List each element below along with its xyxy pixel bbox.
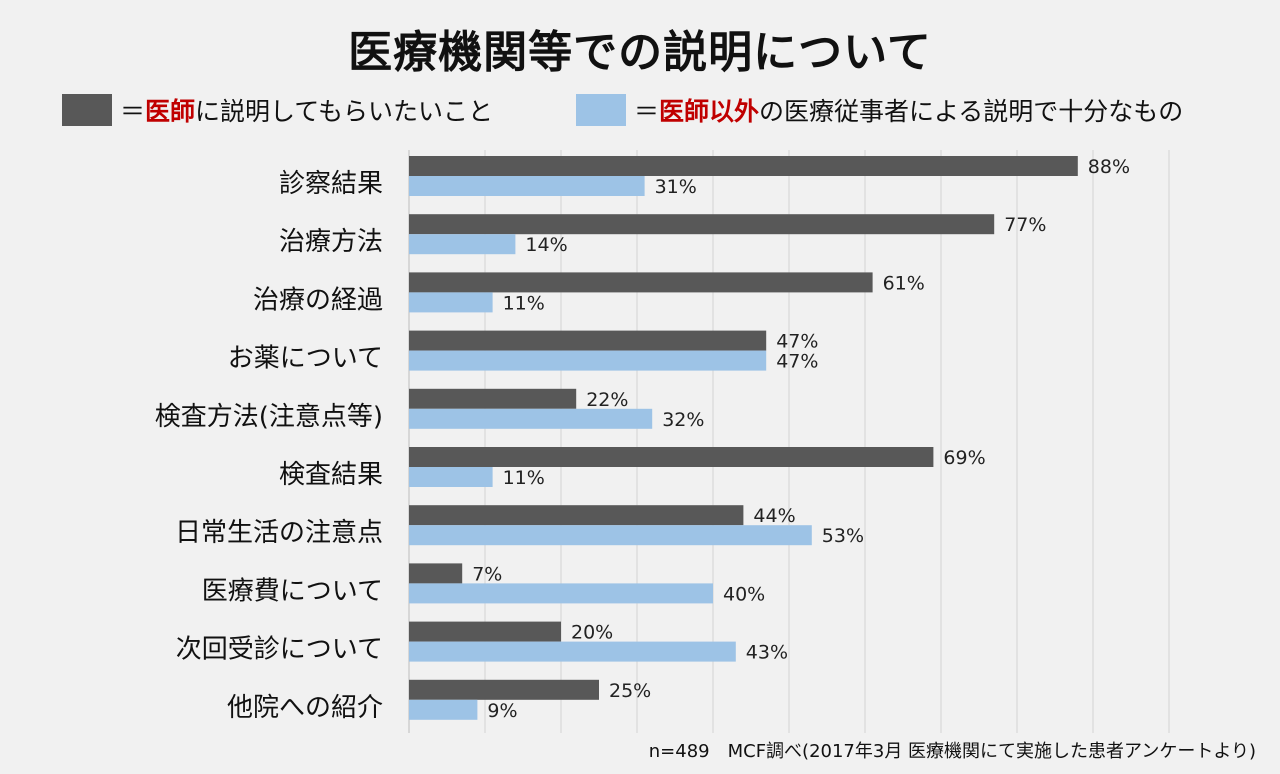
bar-other xyxy=(409,525,812,546)
bar-doctor xyxy=(409,621,561,642)
data-label: 20% xyxy=(571,622,613,644)
legend-other: ＝ 医師以外 の医療従事者による説明で十分なもの xyxy=(576,90,1183,130)
bar-other xyxy=(409,176,645,196)
bar-doctor xyxy=(409,505,744,526)
data-label: 11% xyxy=(503,292,545,314)
category-label: 医療費について xyxy=(202,576,383,606)
legend-other-text: の医療従事者による説明で十分なもの xyxy=(759,97,1184,126)
data-label: 31% xyxy=(655,176,697,198)
data-label: 25% xyxy=(609,680,651,702)
data-label: 77% xyxy=(1004,214,1046,236)
bar-other xyxy=(409,641,736,662)
legend-doctor-highlight: 医師 xyxy=(145,97,196,126)
data-label: 9% xyxy=(487,700,517,722)
bar-other xyxy=(409,234,516,255)
chart-title: 医療機関等での説明について xyxy=(348,27,932,78)
category-label: 日常生活の注意点 xyxy=(175,518,383,548)
legend-doctor-text: に説明してもらいたいこと xyxy=(195,97,494,126)
bar-other xyxy=(409,583,713,604)
category-label: 他院への紹介 xyxy=(227,693,383,723)
data-label: 53% xyxy=(822,525,864,547)
bar-doctor xyxy=(409,272,873,293)
footnote: n=489 MCF調べ(2017年3月 医療機関にて実施した患者アンケートより) xyxy=(648,741,1256,762)
legend-eq: ＝ xyxy=(120,97,146,126)
legend-doctor: ＝ 医師 に説明してもらいたいこと xyxy=(62,90,493,130)
data-label: 47% xyxy=(776,351,818,373)
legend-eq: ＝ xyxy=(634,97,660,126)
data-label: 40% xyxy=(723,583,765,605)
bar-doctor xyxy=(409,330,767,351)
data-label: 43% xyxy=(746,642,788,664)
category-label: 検査方法(注意点等) xyxy=(155,402,383,432)
category-label: 診察結果 xyxy=(279,169,383,199)
data-label: 88% xyxy=(1088,156,1130,178)
data-label: 22% xyxy=(586,389,628,411)
bar-doctor xyxy=(409,563,463,584)
bar-doctor xyxy=(409,447,934,467)
data-label: 32% xyxy=(662,409,704,431)
legend-swatch-doctor xyxy=(62,94,112,126)
data-label: 61% xyxy=(883,272,925,294)
category-label: 治療方法 xyxy=(279,227,383,257)
bar-other xyxy=(409,408,653,429)
legend-other-highlight: 医師以外 xyxy=(659,97,760,126)
data-label: 47% xyxy=(776,331,818,353)
category-label: 検査結果 xyxy=(279,460,383,490)
bar-other xyxy=(409,699,478,720)
category-label: お薬について xyxy=(228,344,383,374)
bar-doctor xyxy=(409,156,1078,176)
category-label: 次回受診について xyxy=(176,635,383,665)
bar-other xyxy=(409,467,493,487)
bar-doctor xyxy=(409,679,599,700)
data-label: 44% xyxy=(753,505,795,527)
data-label: 11% xyxy=(503,467,545,489)
data-label: 69% xyxy=(943,447,985,469)
data-label: 14% xyxy=(525,234,567,256)
category-label: 治療の経過 xyxy=(253,285,383,315)
bar-other xyxy=(409,350,767,371)
data-label: 7% xyxy=(472,563,502,585)
bar-other xyxy=(409,292,493,313)
bar-doctor xyxy=(409,388,577,409)
legend-swatch-other xyxy=(576,94,626,126)
bar-doctor xyxy=(409,214,995,235)
